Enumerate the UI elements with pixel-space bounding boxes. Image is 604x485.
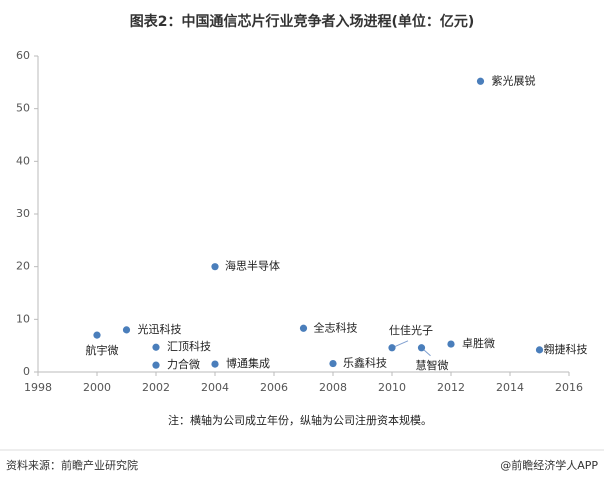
y-tick-label: 20 — [16, 260, 30, 273]
point-label: 全志科技 — [314, 320, 358, 334]
x-tick-label: 2006 — [260, 381, 288, 394]
point-label: 乐鑫科技 — [343, 356, 387, 370]
y-tick-label: 60 — [16, 49, 30, 62]
point-label: 博通集成 — [226, 356, 270, 370]
point — [329, 359, 337, 368]
point — [299, 324, 308, 332]
x-tick-label: 2008 — [319, 381, 347, 394]
x-tick-label: 2002 — [142, 381, 170, 394]
point-label: 海思半导体 — [225, 259, 280, 273]
y-tick-label: 30 — [16, 207, 30, 220]
point — [211, 263, 219, 271]
y-tick-label: 10 — [16, 312, 30, 325]
point-label: 翱捷科技 — [544, 342, 588, 356]
x-tick-label: 2016 — [555, 381, 583, 394]
point-label: 仕佳光子 — [389, 323, 433, 337]
point-label: 汇顶科技 — [167, 339, 211, 353]
chart-title: 图表2：中国通信芯片行业竞争者入场进程(单位：亿元) — [130, 13, 475, 30]
point — [388, 344, 396, 352]
y-tick-label: 40 — [16, 154, 30, 167]
point — [476, 77, 485, 85]
credit: @前瞻经济学人APP — [500, 458, 598, 472]
point-label: 力合微 — [167, 357, 200, 371]
point — [152, 361, 160, 369]
x-tick-label: 2004 — [201, 381, 229, 394]
point-label: 紫光展锐 — [492, 73, 536, 87]
point — [535, 346, 544, 354]
point — [417, 344, 426, 352]
y-tick-label: 50 — [16, 102, 30, 115]
point-label: 卓胜微 — [462, 336, 495, 350]
point-label: 慧智微 — [416, 358, 449, 372]
y-tick-label: 0 — [23, 365, 30, 378]
x-tick-label: 2010 — [378, 381, 406, 394]
chart-note: 注：横轴为公司成立年份，纵轴为公司注册资本规模。 — [168, 413, 432, 427]
point — [152, 343, 160, 351]
source: 资料来源：前瞻产业研究院 — [6, 458, 138, 472]
x-tick-label: 2012 — [437, 381, 465, 394]
point-label: 光迅科技 — [138, 322, 182, 336]
point — [447, 340, 455, 348]
x-tick-label: 2000 — [83, 381, 111, 394]
x-tick-label: 2014 — [496, 381, 524, 394]
point — [122, 326, 131, 334]
point — [93, 331, 101, 339]
x-tick-label: 1998 — [24, 381, 52, 394]
point — [211, 360, 219, 368]
point-label: 航宇微 — [86, 343, 119, 357]
